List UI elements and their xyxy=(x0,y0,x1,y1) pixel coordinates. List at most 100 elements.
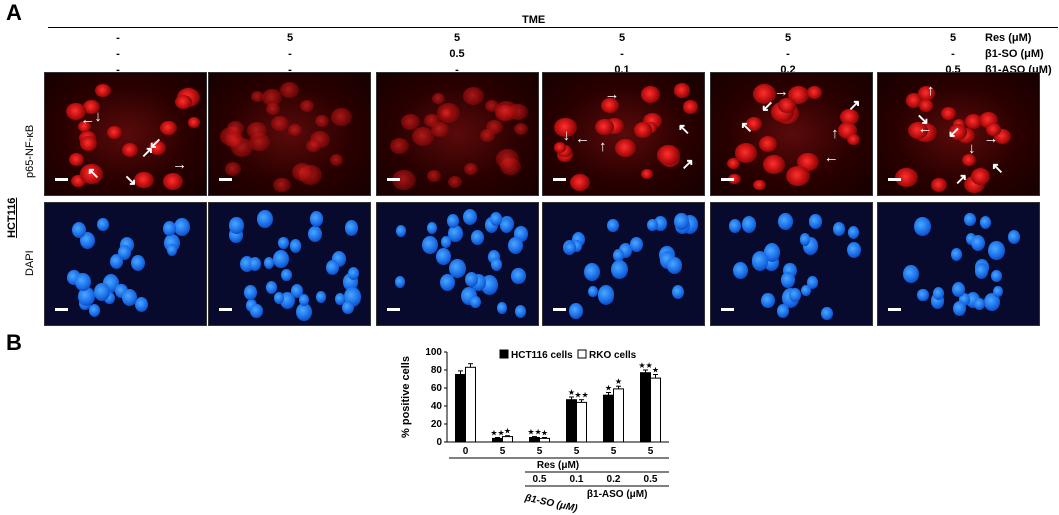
dapi-nucleus xyxy=(174,218,191,237)
dapi-nucleus xyxy=(134,296,149,312)
condition-so-1: - xyxy=(116,48,120,60)
y-tick-label: 100 xyxy=(425,347,442,358)
scale-bar xyxy=(219,308,232,311)
significance-mark: ★★ xyxy=(490,429,504,438)
red-cell xyxy=(65,103,87,121)
dapi-nucleus xyxy=(342,301,354,315)
dapi-nucleus xyxy=(583,262,600,281)
condition-aso-2: - xyxy=(288,64,292,76)
nuclear-translocation-arrow: ↑ xyxy=(926,82,935,100)
dapi-nucleus xyxy=(347,266,360,280)
red-cell xyxy=(633,121,653,138)
significance-mark: ★★ xyxy=(638,361,652,370)
dapi-nucleus xyxy=(296,302,313,322)
dapi-nucleus xyxy=(572,239,583,252)
dapi-nucleus xyxy=(761,292,775,309)
red-cell xyxy=(330,108,352,126)
dapi-nucleus xyxy=(847,225,859,239)
red-cell xyxy=(554,118,577,138)
significance-mark: ★★ xyxy=(527,428,541,437)
dapi-nucleus xyxy=(256,209,273,229)
nuclear-translocation-arrow: ↗ xyxy=(141,143,154,161)
dapi-nucleus xyxy=(729,219,742,233)
dapi-nucleus xyxy=(588,285,599,298)
dapi-nucleus xyxy=(832,222,846,237)
bar-hct116 xyxy=(492,437,503,443)
dapi-nucleus xyxy=(667,257,682,275)
dapi-nucleus xyxy=(162,221,176,237)
bar-chart: 0 20 40 60 80 100 % positive cells HCT116 cells… xyxy=(400,347,669,515)
red-cell xyxy=(840,108,859,125)
nuclear-translocation-arrow: ↖ xyxy=(86,165,100,183)
p65-image-4: ↓ ← ↗ ↖ ↑ → xyxy=(542,72,705,196)
dapi-nucleus xyxy=(952,282,966,298)
dapi-nucleus xyxy=(821,306,833,320)
dapi-nucleus xyxy=(309,211,324,228)
dapi-image-2 xyxy=(208,202,371,326)
dapi-nucleus xyxy=(72,221,87,238)
dapi-nucleus xyxy=(78,287,95,307)
red-cell xyxy=(187,117,201,128)
res-value: 5 xyxy=(574,446,580,457)
dapi-nucleus xyxy=(917,288,929,302)
dapi-nucleus xyxy=(308,226,323,243)
dapi-nucleus xyxy=(266,280,278,294)
red-cell xyxy=(752,179,766,191)
dapi-nucleus xyxy=(984,292,1001,312)
res-axis-label: Res (μM) xyxy=(537,460,579,471)
nuclear-translocation-arrow: ↓ xyxy=(968,140,976,158)
red-cell xyxy=(270,116,289,132)
red-cell xyxy=(496,149,520,169)
dapi-nucleus xyxy=(964,212,977,227)
conc-value: 0.5 xyxy=(533,474,547,485)
red-cell xyxy=(673,83,691,98)
nuclear-translocation-arrow: ↓ xyxy=(562,126,571,144)
dapi-nucleus xyxy=(448,258,466,279)
nuclear-translocation-arrow: → xyxy=(773,83,789,101)
bar-hct116 xyxy=(640,372,651,443)
so-row-label: β1-SO (μM) xyxy=(985,48,1044,60)
red-cell xyxy=(280,82,299,98)
red-cell xyxy=(807,86,822,99)
dapi-nucleus xyxy=(789,288,801,302)
legend-label-rko: RKO cells xyxy=(589,350,637,361)
dapi-nucleus xyxy=(611,259,628,280)
dapi-nucleus xyxy=(229,217,244,234)
scale-bar xyxy=(387,178,400,181)
nuclear-translocation-arrow: ↓ xyxy=(94,107,102,125)
dapi-nucleus xyxy=(435,248,451,266)
red-cell xyxy=(785,165,810,187)
red-cell xyxy=(306,139,322,153)
significance-mark: ★ xyxy=(652,366,659,375)
nuclear-translocation-arrow: → xyxy=(604,85,620,103)
condition-so-4: - xyxy=(620,48,624,60)
red-cell xyxy=(726,158,741,170)
red-cell xyxy=(905,93,923,108)
dapi-nucleus xyxy=(500,218,514,234)
red-cell xyxy=(961,153,977,167)
bar-rko xyxy=(465,366,476,443)
dapi-nucleus xyxy=(298,294,310,307)
p65-image-5: ← ↗ ↖ ↑ → ↙ xyxy=(710,72,873,196)
bar-rko xyxy=(650,377,661,443)
condition-so-2: - xyxy=(288,48,292,60)
dapi-nucleus xyxy=(167,243,178,256)
nuclear-translocation-arrow: ↗ xyxy=(681,156,694,174)
dapi-nucleus xyxy=(440,236,451,249)
nuclear-translocation-arrow: ↗ xyxy=(848,96,861,114)
so-axis-label: β1-SO (μM) xyxy=(523,492,579,514)
p65-stain-label: p65-NF-κB xyxy=(24,124,36,178)
bar-hct116 xyxy=(455,374,466,443)
conc-value: 0.2 xyxy=(607,474,621,485)
panel-a-label: A xyxy=(6,0,22,25)
condition-res-5: 5 xyxy=(784,32,792,44)
dapi-nucleus xyxy=(990,270,1002,283)
dapi-nucleus xyxy=(781,272,796,288)
nuclear-translocation-arrow: ↑ xyxy=(598,138,607,156)
red-cell xyxy=(392,169,416,190)
conc-value: 0.1 xyxy=(570,474,584,485)
red-cell xyxy=(918,99,934,112)
red-cell xyxy=(427,170,441,182)
red-cell xyxy=(513,123,528,136)
significance-mark: ★ xyxy=(541,429,548,438)
